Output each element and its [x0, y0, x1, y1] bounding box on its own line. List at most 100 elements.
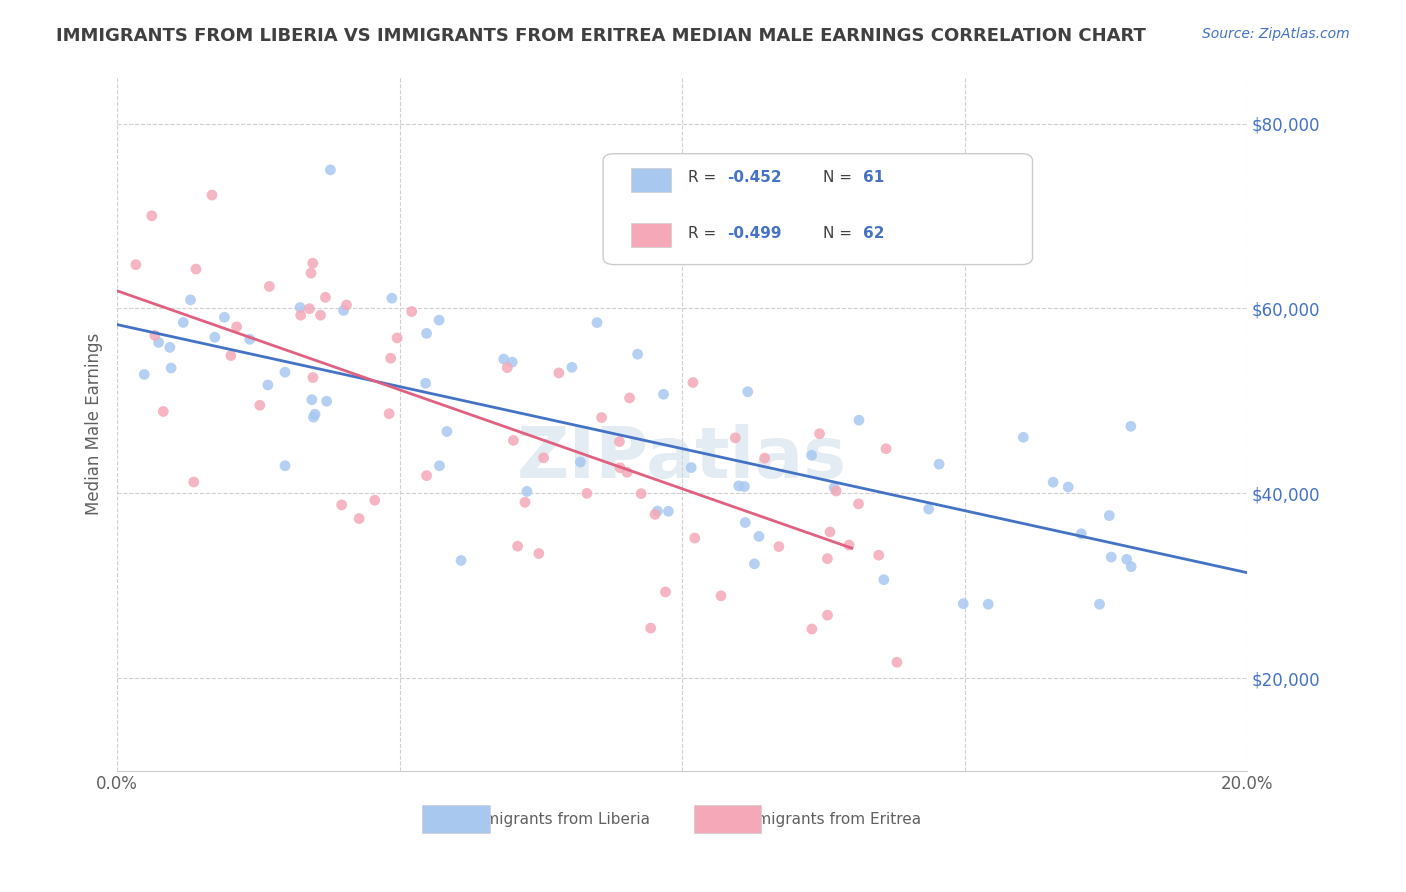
- Point: [225, 319, 247, 334]
- Point: [609, 232, 631, 246]
- Point: [1057, 480, 1080, 494]
- Point: [823, 481, 845, 495]
- Point: [640, 621, 662, 635]
- FancyBboxPatch shape: [422, 805, 491, 833]
- Point: [918, 502, 941, 516]
- Text: N =: N =: [824, 226, 858, 241]
- Point: [315, 394, 337, 409]
- Point: [302, 370, 325, 384]
- Point: [561, 360, 583, 375]
- Point: [609, 460, 631, 475]
- Point: [838, 538, 860, 552]
- Point: [141, 209, 163, 223]
- Point: [496, 360, 519, 375]
- Point: [815, 551, 838, 566]
- Point: [609, 434, 631, 449]
- Point: [143, 328, 166, 343]
- Point: [575, 486, 598, 500]
- Point: [319, 162, 342, 177]
- Point: [1119, 419, 1142, 434]
- Point: [301, 256, 323, 270]
- Point: [1070, 526, 1092, 541]
- Text: ZIPatlas: ZIPatlas: [517, 425, 848, 493]
- Point: [657, 504, 679, 518]
- Point: [347, 511, 370, 525]
- Point: [682, 376, 704, 390]
- Point: [748, 529, 770, 543]
- Point: [301, 392, 323, 407]
- Point: [977, 597, 1000, 611]
- Point: [952, 597, 974, 611]
- Point: [817, 608, 839, 623]
- Point: [533, 450, 555, 465]
- Point: [727, 479, 749, 493]
- Point: [436, 425, 458, 439]
- Point: [501, 355, 523, 369]
- Point: [710, 589, 733, 603]
- FancyBboxPatch shape: [631, 168, 671, 192]
- Point: [288, 301, 311, 315]
- Point: [868, 548, 890, 562]
- Point: [385, 331, 408, 345]
- Point: [415, 468, 437, 483]
- Point: [274, 365, 297, 379]
- Point: [724, 431, 747, 445]
- FancyBboxPatch shape: [631, 223, 671, 247]
- Text: Immigrants from Eritrea: Immigrants from Eritrea: [737, 812, 921, 827]
- Point: [330, 498, 353, 512]
- Point: [848, 413, 870, 427]
- Point: [744, 557, 766, 571]
- Point: [259, 279, 281, 293]
- Point: [298, 301, 321, 316]
- Point: [1115, 552, 1137, 566]
- Point: [569, 455, 592, 469]
- Point: [647, 504, 669, 518]
- Point: [818, 524, 841, 539]
- Point: [364, 493, 387, 508]
- Point: [290, 308, 312, 322]
- Point: [204, 330, 226, 344]
- Point: [683, 531, 706, 545]
- Point: [183, 475, 205, 489]
- Point: [219, 349, 242, 363]
- Point: [630, 486, 652, 500]
- Point: [415, 326, 437, 341]
- Text: N =: N =: [824, 170, 858, 186]
- Point: [1012, 430, 1035, 444]
- Point: [429, 458, 451, 473]
- Point: [1088, 597, 1111, 611]
- Point: [627, 347, 650, 361]
- Text: 62: 62: [863, 226, 884, 241]
- Point: [427, 313, 450, 327]
- Point: [652, 387, 675, 401]
- Point: [848, 497, 870, 511]
- Point: [302, 410, 325, 425]
- Point: [214, 310, 236, 325]
- Point: [825, 483, 848, 498]
- Point: [381, 291, 404, 305]
- Text: Immigrants from Liberia: Immigrants from Liberia: [465, 812, 651, 827]
- Point: [547, 366, 569, 380]
- Point: [304, 407, 326, 421]
- Point: [257, 378, 280, 392]
- Point: [734, 516, 756, 530]
- Point: [415, 376, 437, 391]
- Point: [335, 298, 357, 312]
- Point: [681, 460, 703, 475]
- Text: 61: 61: [863, 170, 884, 186]
- Point: [591, 410, 613, 425]
- Text: R =: R =: [688, 226, 721, 241]
- Point: [644, 508, 666, 522]
- Point: [516, 484, 538, 499]
- Point: [184, 262, 207, 277]
- Point: [148, 335, 170, 350]
- Point: [125, 258, 148, 272]
- Point: [1098, 508, 1121, 523]
- Point: [239, 332, 262, 346]
- Point: [274, 458, 297, 473]
- Point: [875, 442, 897, 456]
- Point: [886, 655, 908, 669]
- Point: [332, 303, 354, 318]
- Point: [134, 368, 156, 382]
- Point: [502, 434, 524, 448]
